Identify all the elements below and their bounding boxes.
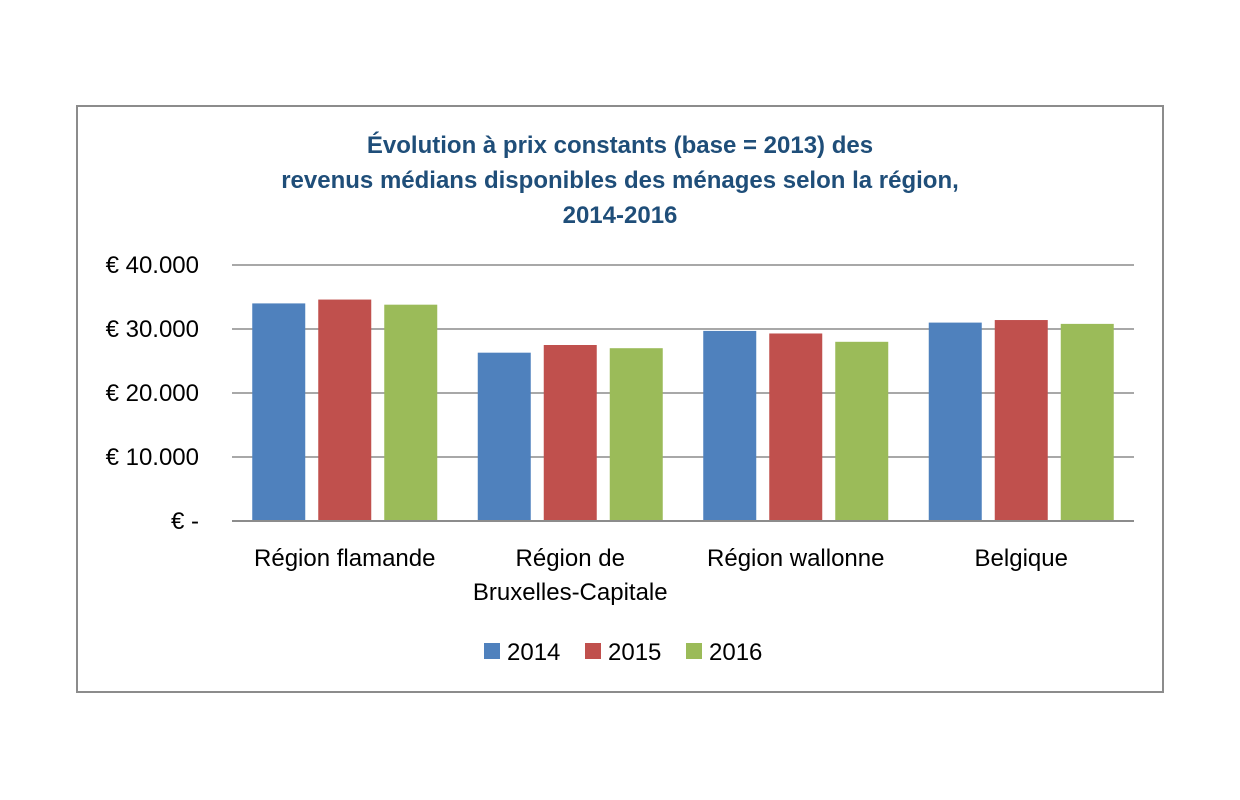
bar-2016-2 xyxy=(835,341,889,521)
bar-2016-1 xyxy=(609,348,663,521)
bar-2015-3 xyxy=(994,320,1048,521)
bars xyxy=(252,299,1114,521)
y-tick-label: € 10.000 xyxy=(106,444,199,471)
chart-title: Évolution à prix constants (base = 2013)… xyxy=(281,131,959,229)
bar-2015-2 xyxy=(769,333,823,521)
x-axis-categories: Région flamande Région de Bruxelles-Capita… xyxy=(254,545,1068,606)
y-axis-ticks: € - € 10.000 € 20.000 € 30.000 € 40.000 xyxy=(106,252,199,535)
bar-2015-1 xyxy=(543,345,597,521)
chart-title-line: 2014-2016 xyxy=(563,202,678,229)
bar-2014-1 xyxy=(477,352,531,521)
x-category-label: Région wallonne xyxy=(707,545,884,572)
bar-2016-3 xyxy=(1060,323,1114,521)
bar-2014-3 xyxy=(928,322,982,521)
x-category-label: Région de xyxy=(516,545,625,572)
bar-2015-0 xyxy=(318,299,372,521)
gridlines xyxy=(232,264,1134,458)
legend-swatch-2016 xyxy=(686,643,702,659)
y-tick-label: € - xyxy=(171,508,199,535)
chart-title-line: Évolution à prix constants (base = 2013)… xyxy=(367,131,873,159)
legend: 2014 2015 2016 xyxy=(484,639,762,666)
bar-2014-0 xyxy=(252,303,306,521)
bar-2014-2 xyxy=(703,330,757,521)
x-category-label: Bruxelles-Capitale xyxy=(473,579,668,606)
y-tick-label: € 40.000 xyxy=(106,252,199,279)
y-tick-label: € 30.000 xyxy=(106,316,199,343)
y-tick-label: € 20.000 xyxy=(106,380,199,407)
legend-label-2015: 2015 xyxy=(608,639,661,666)
x-category-label: Belgique xyxy=(975,545,1068,572)
legend-swatch-2014 xyxy=(484,643,500,659)
chart-title-line: revenus médians disponibles des ménages … xyxy=(281,167,959,194)
legend-label-2014: 2014 xyxy=(507,639,560,666)
x-category-label: Région flamande xyxy=(254,545,435,572)
legend-label-2016: 2016 xyxy=(709,639,762,666)
bar-2016-0 xyxy=(384,304,438,521)
legend-swatch-2015 xyxy=(585,643,601,659)
